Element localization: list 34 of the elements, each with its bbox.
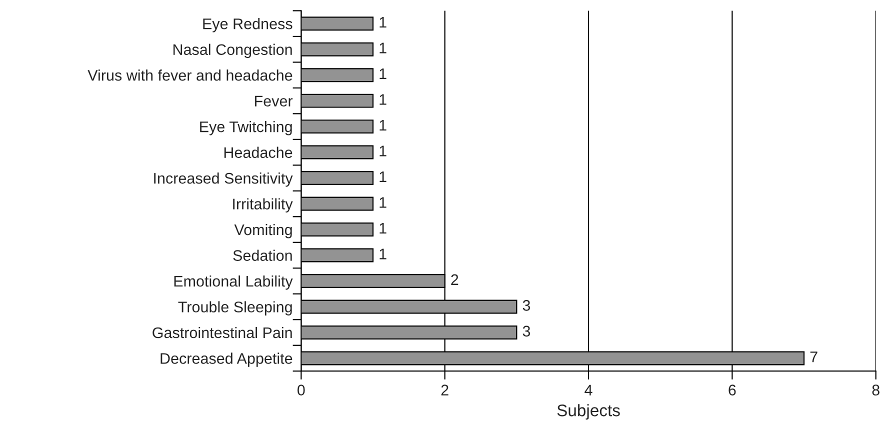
y-tick-label: Nasal Congestion [173, 44, 292, 58]
data-label: 1 [380, 248, 386, 260]
data-label: 3 [522, 326, 530, 337]
y-tick-label: Increased Sensitivity [154, 172, 293, 187]
x-axis-title: Subjects [557, 404, 620, 420]
y-tick-label: Vomiting [234, 224, 292, 238]
x-tick-label: 4 [584, 384, 592, 396]
data-label: 1 [380, 68, 386, 80]
data-label: 1 [380, 171, 386, 182]
y-tick-label: Eye Redness [203, 18, 292, 32]
data-label: 3 [522, 300, 530, 311]
y-tick-label: Gastrointestinal Pain [152, 326, 292, 338]
y-tick-label: Eye Twitching [200, 121, 292, 136]
y-tick-label: Virus with fever and headache [88, 70, 292, 81]
y-tick-label: Sedation [233, 250, 292, 261]
data-label: 1 [380, 42, 386, 54]
data-label: 1 [380, 222, 386, 234]
y-tick-label: Emotional Lability [174, 275, 293, 290]
x-tick-label: 2 [441, 384, 448, 396]
y-tick-label: Irritability [233, 198, 293, 212]
x-tick-label: 8 [872, 384, 880, 396]
y-tick-label: Trouble Sleeping [178, 301, 292, 316]
data-label: 2 [451, 274, 458, 285]
y-tick-label: Decreased Appetite [160, 352, 292, 367]
data-label: 1 [380, 146, 386, 156]
x-tick-label: 0 [298, 384, 305, 396]
y-tick-label: Headache [224, 146, 292, 158]
x-tick-label: 6 [728, 384, 736, 396]
y-tick-label: Fever [255, 96, 293, 106]
data-label: 1 [380, 197, 386, 208]
data-label: 7 [810, 352, 818, 362]
data-label: 1 [380, 94, 386, 105]
data-label: 1 [380, 120, 386, 131]
data-label: 1 [380, 17, 386, 28]
